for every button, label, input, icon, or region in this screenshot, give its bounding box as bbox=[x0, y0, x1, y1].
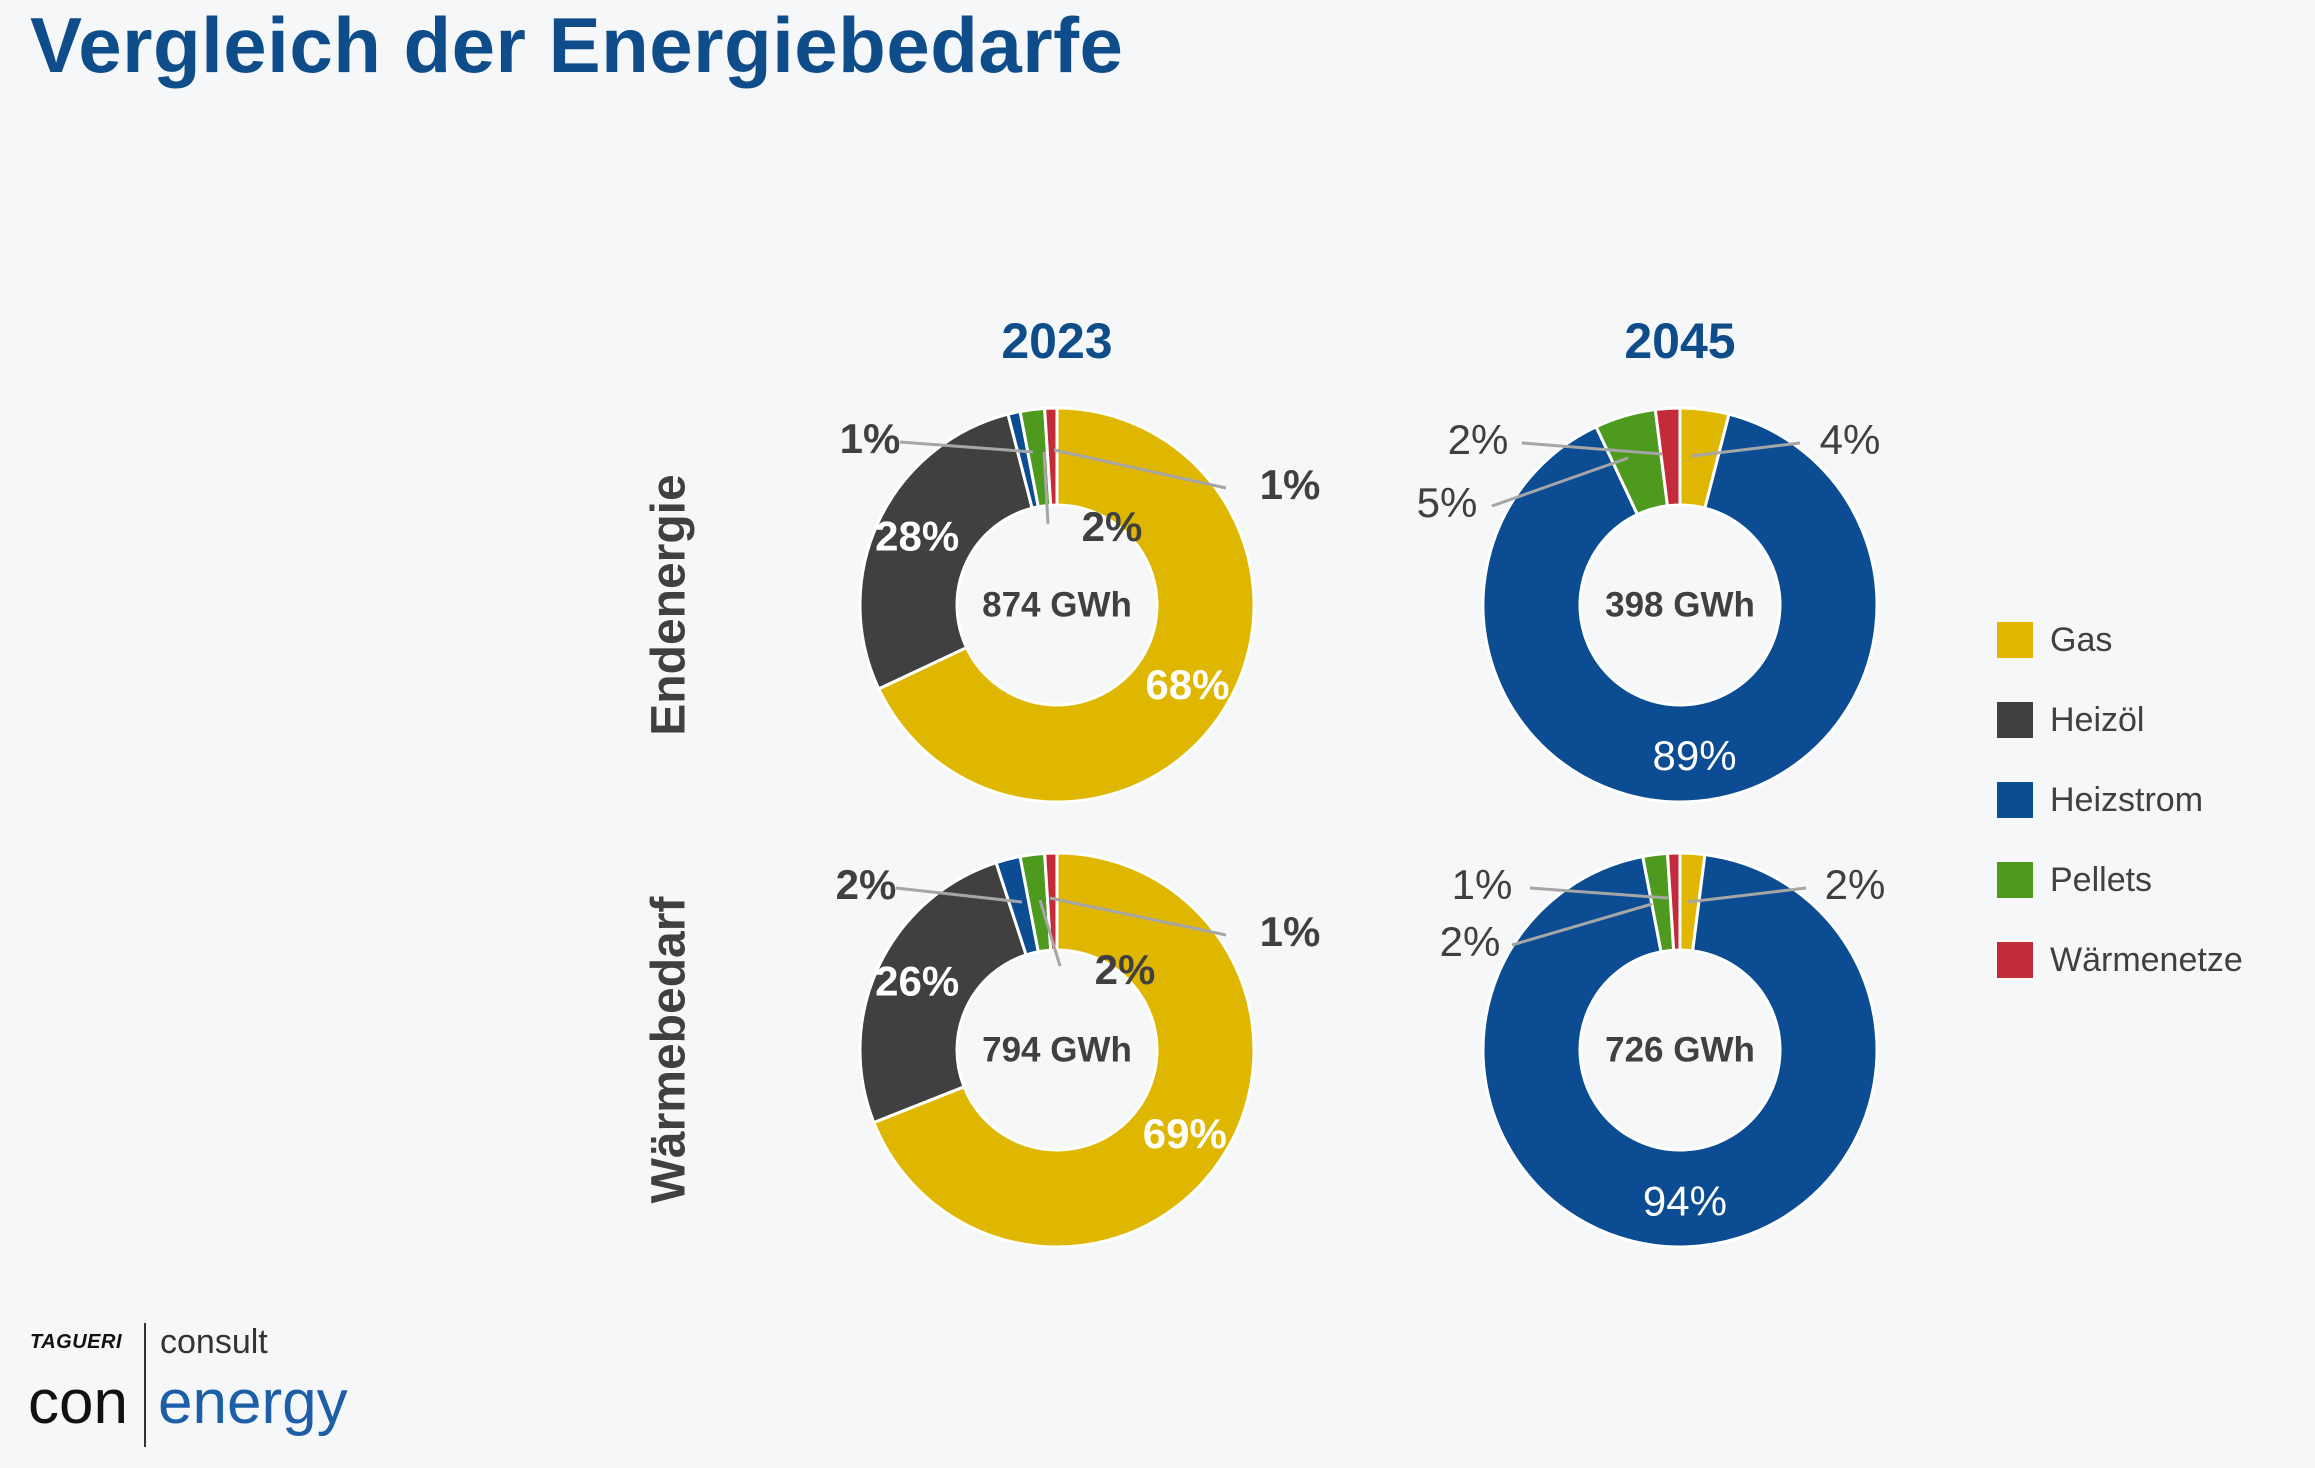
legend-label-waermenetze: Wärmenetze bbox=[2050, 941, 2243, 979]
slice-label-gas: 2% bbox=[1825, 861, 1886, 908]
donut-total-label: 726 GWh bbox=[1605, 1030, 1755, 1069]
slice-label-waermenetze: 1% bbox=[1452, 861, 1513, 908]
legend-label-heizstrom: Heizstrom bbox=[2050, 781, 2203, 819]
leader-line bbox=[1529, 886, 1669, 900]
donut-total-label: 794 GWh bbox=[982, 1030, 1132, 1069]
leader-line bbox=[899, 440, 1034, 454]
leader-line bbox=[1049, 896, 1227, 937]
slice-heizstrom bbox=[1481, 412, 1879, 804]
leader-line bbox=[1511, 902, 1653, 947]
donut-endenergie-2023 bbox=[858, 406, 1256, 804]
slice-label-pellets: 2% bbox=[1082, 503, 1143, 550]
row-label-waermebedarf: Wärmebedarf bbox=[643, 896, 696, 1204]
slice-label-heizstrom: 2% bbox=[836, 861, 897, 908]
legend-swatch-waermenetze bbox=[1997, 942, 2033, 978]
legend-swatch-heizstrom bbox=[1997, 782, 2033, 818]
legend-label-heizoel: Heizöl bbox=[2050, 701, 2144, 739]
leader-line bbox=[1053, 448, 1227, 490]
leader-line bbox=[1038, 899, 1062, 967]
leader-line bbox=[1521, 441, 1663, 456]
logo-energy: energy bbox=[158, 1368, 348, 1437]
logo-consult: consult bbox=[160, 1323, 268, 1361]
slice-waermenetze bbox=[1653, 406, 1682, 508]
leader-line bbox=[1491, 456, 1629, 508]
slice-heizoel bbox=[858, 860, 1028, 1125]
slice-label-heizoel: 28% bbox=[875, 512, 959, 559]
donut-waermebedarf-2045 bbox=[1481, 851, 1879, 1249]
slice-label-heizstrom: 1% bbox=[840, 415, 901, 462]
leader-line bbox=[895, 886, 1023, 904]
slice-gas bbox=[871, 851, 1256, 1249]
slice-label-waermenetze: 2% bbox=[1448, 416, 1509, 463]
column-header-2023: 2023 bbox=[1001, 313, 1112, 369]
legend-swatch-pellets bbox=[1997, 862, 2033, 898]
legend-label-pellets: Pellets bbox=[2050, 861, 2152, 899]
donut-endenergie-2045 bbox=[1481, 406, 1879, 804]
page-title: Vergleich der Energiebedarfe bbox=[30, 1, 1124, 89]
slice-label-waermenetze: 1% bbox=[1260, 461, 1321, 508]
slice-label-waermenetze: 1% bbox=[1260, 908, 1321, 955]
leader-line bbox=[1691, 441, 1801, 458]
chart-legend: Gas Heizöl Heizstrom Pellets Wärmenetze bbox=[1997, 621, 2243, 979]
slice-label-pellets: 2% bbox=[1095, 946, 1156, 993]
slice-label-heizstrom: 89% bbox=[1653, 732, 1737, 779]
column-header-2045: 2045 bbox=[1624, 313, 1735, 369]
leader-line bbox=[1687, 886, 1807, 904]
slice-label-gas: 4% bbox=[1820, 416, 1881, 463]
company-logo: TAGUERI consult con energy bbox=[28, 1315, 448, 1455]
donut-total-label: 874 GWh bbox=[982, 585, 1132, 624]
slice-label-heizstrom: 94% bbox=[1643, 1178, 1727, 1225]
slice-waermenetze bbox=[1043, 851, 1059, 952]
legend-label-gas: Gas bbox=[2050, 621, 2112, 659]
slice-label-pellets: 2% bbox=[1440, 918, 1501, 965]
slice-label-gas: 68% bbox=[1145, 661, 1229, 708]
legend-swatch-gas bbox=[1997, 622, 2033, 658]
slice-waermenetze bbox=[1665, 851, 1682, 952]
logo-divider bbox=[144, 1323, 146, 1447]
slice-waermenetze bbox=[1043, 406, 1059, 507]
slice-heizstrom bbox=[1481, 852, 1879, 1249]
leader-line bbox=[1042, 451, 1050, 525]
logo-brand: TAGUERI bbox=[30, 1331, 123, 1353]
slice-label-gas: 69% bbox=[1143, 1110, 1227, 1157]
slice-label-pellets: 5% bbox=[1417, 479, 1478, 526]
slice-gas bbox=[876, 406, 1256, 804]
legend-swatch-heizoel bbox=[1997, 702, 2033, 738]
row-label-endenergie: Endenergie bbox=[643, 474, 696, 735]
donut-waermebedarf-2023 bbox=[858, 851, 1256, 1249]
logo-con: con bbox=[28, 1368, 128, 1437]
slice-label-heizoel: 26% bbox=[875, 957, 959, 1004]
slice-heizoel bbox=[858, 412, 1034, 691]
donut-total-label: 398 GWh bbox=[1605, 585, 1755, 624]
